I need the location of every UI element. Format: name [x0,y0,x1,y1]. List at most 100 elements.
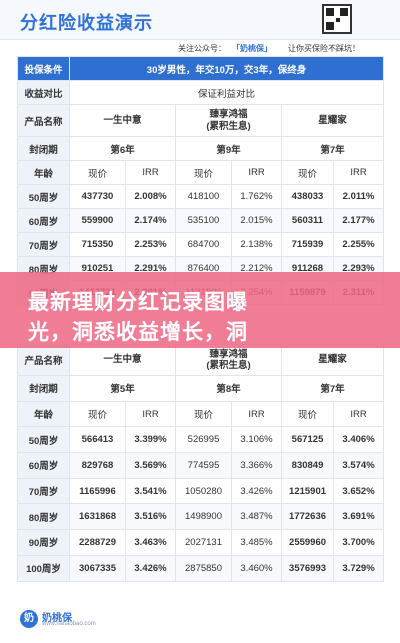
irr-cell: 2.177% [332,208,385,233]
table-row: 50周岁 437730 2.008% 418100 1.762% 438033 2.011% [17,184,385,209]
cash-value-cell: 1772636 [281,503,335,531]
product-2-note: (累积生息) [206,120,251,132]
condition-value: 30岁男性，年交10万，交3年，保终身 [68,56,385,81]
cash-value-cell: 535100 [175,208,232,233]
irr-cell: 3.487% [231,503,283,531]
logo-name: 奶桃保 [42,613,72,624]
irr-cell: 3.399% [124,426,177,454]
compare-label: 收益对比 [17,80,70,105]
slogan: 让你买保险不踩坑！ [288,44,360,53]
cash-value-cell: 2559960 [281,529,335,556]
cv-header: 现价 [69,400,126,428]
product-1-period: 第6年 [69,136,176,161]
cash-value-cell: 566413 [69,426,126,454]
logo-url: www.naitaobao.com [42,621,96,627]
age-cell: 60周岁 [17,452,70,479]
banner-line-1: 最新理财分红记录图曝 [28,291,248,314]
cash-value-cell: 1498900 [175,503,233,531]
irr-cell: 3.516% [124,503,177,531]
age-cell: 100周岁 [17,554,70,582]
cash-value-cell: 715350 [69,232,126,257]
product-3-period: 第7年 [281,375,385,402]
irr-header: IRR [333,400,385,428]
qr-code-icon [322,4,352,34]
page-title: 分红险收益演示 [20,13,153,33]
period-label: 封闭期 [17,136,70,161]
cv-header: 现价 [69,160,126,185]
age-cell: 70周岁 [17,477,70,505]
table-2-body: 50周岁 566413 3.399% 526995 3.106% 567125 3.406%… [17,426,385,582]
product-row: 产品名称 一生中意 臻享鸿福 (累积生息) 星耀家 [17,104,385,137]
product-2: 臻享鸿福 (累积生息) [175,104,282,137]
irr-cell: 3.569% [124,452,177,479]
product-row: 产品名称 一生中意 臻享鸿福 (累积生息) 星耀家 [17,344,385,376]
period-row: 封闭期 第6年 第9年 第7年 [17,136,385,161]
age-cell: 50周岁 [17,184,70,209]
cash-value-cell: 2288729 [69,529,126,556]
cash-value-cell: 2875850 [175,554,233,582]
compare-value: 保证利益对比 [68,80,385,105]
irr-header: IRR [231,400,283,428]
irr-header: IRR [125,160,176,185]
table-row: 80周岁 1631868 3.516% 1498900 3.487% 1772636 3.6… [17,503,385,531]
age-cell: 80周岁 [17,503,70,531]
comparison-table-2: 产品名称 一生中意 臻享鸿福 (累积生息) 星耀家 封闭期 第5年 第8年 第7年… [17,344,385,582]
age-cell: 50周岁 [17,426,70,454]
follow-label: 关注公众号： [178,44,226,53]
product-1-period: 第5年 [68,375,177,402]
period-row: 封闭期 第5年 第8年 第7年 [17,375,385,402]
age-cell: 90周岁 [17,529,70,556]
irr-cell: 3.426% [124,554,177,582]
cash-value-cell: 1631868 [69,503,126,531]
condition-label: 投保条件 [17,56,70,81]
product-label: 产品名称 [17,104,70,137]
column-header-row: 年龄 现价 IRR 现价 IRR 现价 IRR [17,160,385,185]
irr-cell: 3.463% [124,529,177,556]
product-2-period: 第8年 [175,375,283,402]
product-3-period: 第7年 [280,136,385,161]
age-cell: 70周岁 [17,232,70,257]
cash-value-cell: 830849 [281,452,335,479]
table-row: 70周岁 715350 2.253% 684700 2.138% 715939 2.255% [17,232,385,257]
cash-value-cell: 438033 [281,184,334,209]
product-2-note: (累积生息) [206,360,251,371]
irr-cell: 2.008% [125,184,176,209]
irr-cell: 3.426% [231,477,283,505]
cv-header: 现价 [175,400,233,428]
period-label: 封闭期 [17,375,70,402]
cash-value-cell: 560311 [281,208,334,233]
irr-cell: 3.460% [231,554,283,582]
irr-cell: 2.255% [332,232,385,257]
cash-value-cell: 1165996 [69,477,126,505]
cash-value-cell: 774595 [175,452,233,479]
table-row: 90周岁 2288729 3.463% 2027131 3.485% 2559960 3.7… [17,529,385,556]
logo-mark-icon: 奶 [20,610,38,628]
comparison-table-1: 投保条件 30岁男性，年交10万，交3年，保终身 收益对比 保证利益对比 产品名… [17,56,385,305]
table-row: 60周岁 559900 2.174% 535100 2.015% 560311 2.177% [17,208,385,233]
table-row: 100周岁 3067335 3.426% 2875850 3.460% 3576993 3.… [17,554,385,582]
irr-cell: 3.366% [231,452,283,479]
cash-value-cell: 2027131 [175,529,233,556]
irr-cell: 3.541% [124,477,177,505]
product-1: 一生中意 [68,344,177,376]
product-label: 产品名称 [17,344,70,376]
irr-cell: 3.700% [333,529,385,556]
irr-cell: 3.485% [231,529,283,556]
cash-value-cell: 684700 [175,232,232,257]
cv-header: 现价 [281,160,334,185]
irr-header: IRR [124,400,177,428]
cash-value-cell: 3067335 [69,554,126,582]
product-2-period: 第9年 [175,136,282,161]
irr-cell: 2.138% [231,232,282,257]
age-header: 年龄 [17,160,70,185]
irr-cell: 2.253% [125,232,176,257]
cv-header: 现价 [281,400,335,428]
product-2: 臻享鸿福 (累积生息) [175,344,283,376]
cash-value-cell: 1215901 [281,477,335,505]
irr-cell: 3.406% [333,426,385,454]
product-3: 星耀家 [280,104,385,137]
irr-cell: 2.015% [231,208,282,233]
cash-value-cell: 526995 [175,426,233,454]
irr-header: IRR [231,160,282,185]
account-name: 「奶桃保」 [232,44,272,53]
